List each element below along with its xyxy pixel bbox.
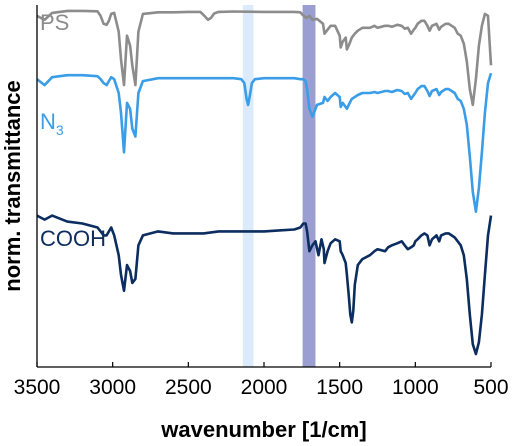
series-label-ps: PS (40, 10, 69, 35)
series-label-n3: N3 (40, 109, 64, 138)
highlight-band-0 (242, 5, 254, 367)
highlight-band-1 (302, 5, 316, 367)
y-axis-title: norm. transmittance (0, 80, 25, 292)
series-line-ps (36, 9, 493, 107)
x-tick-label: 1000 (392, 376, 439, 399)
x-tick-label: 500 (473, 376, 508, 399)
series-line-cooh (36, 214, 493, 356)
highlight-bands (242, 5, 316, 367)
x-tick-label: 2000 (241, 376, 288, 399)
x-tick-label: 1500 (316, 376, 363, 399)
x-tick-label: 3500 (14, 376, 61, 399)
spectra-lines (36, 9, 493, 356)
x-ticks: 3500 3000 2500 2000 1500 1000 500 (14, 362, 509, 399)
series-line-n3 (36, 72, 493, 213)
x-tick-label: 3000 (89, 376, 136, 399)
x-axis-title: wavenumber [1/cm] (160, 417, 366, 442)
series-label-cooh: COOH (40, 226, 106, 251)
x-tick-label: 2500 (165, 376, 212, 399)
